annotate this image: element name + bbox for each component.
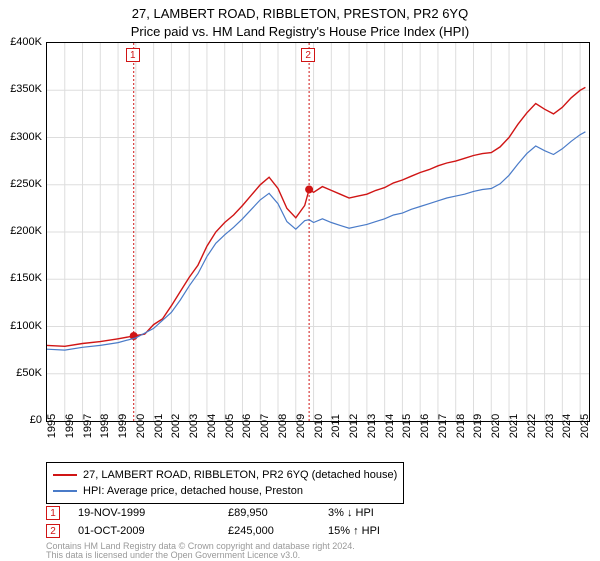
- y-tick-label: £350K: [10, 83, 42, 95]
- event-marker-2: 2: [301, 48, 315, 62]
- legend-swatch: [53, 490, 77, 492]
- x-tick-label: 2014: [384, 414, 396, 438]
- x-tick-label: 2005: [224, 414, 236, 438]
- x-tick-label: 2019: [472, 414, 484, 438]
- series-hpi: [47, 132, 585, 350]
- x-tick-label: 2018: [455, 414, 467, 438]
- x-tick-label: 1996: [64, 414, 76, 438]
- x-tick-label: 1999: [117, 414, 129, 438]
- x-tick-label: 2013: [366, 414, 378, 438]
- y-tick-label: £300K: [10, 131, 42, 143]
- legend-label: 27, LAMBERT ROAD, RIBBLETON, PR2 6YQ (de…: [83, 469, 397, 481]
- x-tick-label: 2008: [277, 414, 289, 438]
- plot-svg: [47, 43, 589, 421]
- y-tick-label: £200K: [10, 225, 42, 237]
- x-tick-label: 2015: [401, 414, 413, 438]
- transaction-price: £245,000: [228, 525, 328, 537]
- y-tick-label: £100K: [10, 320, 42, 332]
- y-tick-label: £50K: [16, 367, 42, 379]
- footer-attribution: Contains HM Land Registry data © Crown c…: [46, 542, 355, 561]
- transaction-marker: 1: [46, 506, 60, 520]
- transaction-marker: 2: [46, 524, 60, 538]
- legend-swatch: [53, 474, 77, 476]
- chart-container: 27, LAMBERT ROAD, RIBBLETON, PRESTON, PR…: [0, 0, 600, 560]
- x-tick-label: 2016: [419, 414, 431, 438]
- legend-item: 27, LAMBERT ROAD, RIBBLETON, PR2 6YQ (de…: [53, 467, 397, 483]
- x-tick-label: 2006: [241, 414, 253, 438]
- legend-label: HPI: Average price, detached house, Pres…: [83, 485, 303, 497]
- y-tick-label: £150K: [10, 272, 42, 284]
- transaction-pct: 15% ↑ HPI: [328, 525, 448, 537]
- x-tick-label: 2000: [135, 414, 147, 438]
- y-tick-label: £400K: [10, 36, 42, 48]
- x-tick-label: 2017: [437, 414, 449, 438]
- transactions-table: 1 19-NOV-1999£89,9503% ↓ HPI 2 01-OCT-2009£…: [46, 504, 448, 540]
- series-property: [47, 87, 585, 346]
- x-tick-label: 2002: [170, 414, 182, 438]
- x-tick-label: 2020: [490, 414, 502, 438]
- x-tick-label: 2012: [348, 414, 360, 438]
- title-address: 27, LAMBERT ROAD, RIBBLETON, PRESTON, PR…: [0, 0, 600, 21]
- transaction-row: 2 01-OCT-2009£245,00015% ↑ HPI: [46, 522, 448, 540]
- transaction-date: 01-OCT-2009: [78, 525, 228, 537]
- x-tick-label: 2023: [544, 414, 556, 438]
- x-tick-label: 2010: [313, 414, 325, 438]
- footer-line2: This data is licensed under the Open Gov…: [46, 551, 355, 560]
- x-tick-label: 2024: [561, 414, 573, 438]
- x-tick-label: 2021: [508, 414, 520, 438]
- x-tick-label: 1998: [99, 414, 111, 438]
- legend: 27, LAMBERT ROAD, RIBBLETON, PR2 6YQ (de…: [46, 462, 404, 504]
- x-tick-label: 2022: [526, 414, 538, 438]
- x-tick-label: 2001: [153, 414, 165, 438]
- transaction-row: 1 19-NOV-1999£89,9503% ↓ HPI: [46, 504, 448, 522]
- x-tick-label: 2025: [579, 414, 591, 438]
- transaction-pct: 3% ↓ HPI: [328, 507, 448, 519]
- x-tick-label: 1995: [46, 414, 58, 438]
- y-tick-label: £250K: [10, 178, 42, 190]
- x-tick-label: 1997: [82, 414, 94, 438]
- plot-area: [46, 42, 590, 422]
- x-tick-label: 2007: [259, 414, 271, 438]
- legend-item: HPI: Average price, detached house, Pres…: [53, 483, 397, 499]
- event-marker-1: 1: [126, 48, 140, 62]
- transaction-date: 19-NOV-1999: [78, 507, 228, 519]
- title-subtitle: Price paid vs. HM Land Registry's House …: [0, 21, 600, 43]
- x-tick-label: 2003: [188, 414, 200, 438]
- transaction-price: £89,950: [228, 507, 328, 519]
- y-tick-label: £0: [30, 414, 42, 426]
- x-tick-label: 2009: [295, 414, 307, 438]
- x-tick-label: 2011: [330, 414, 342, 438]
- x-tick-label: 2004: [206, 414, 218, 438]
